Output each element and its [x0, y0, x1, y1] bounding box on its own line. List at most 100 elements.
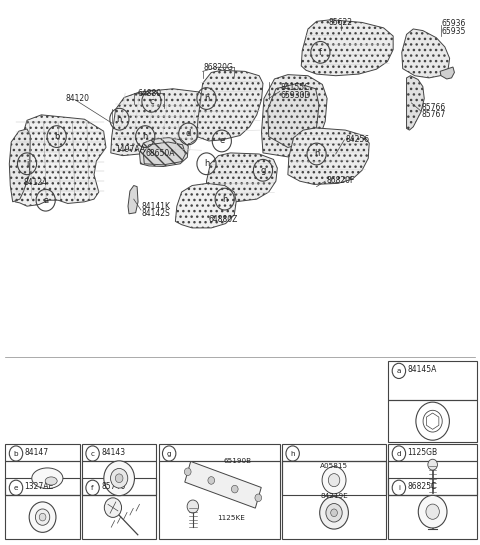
Text: 84124: 84124 — [23, 178, 47, 187]
Text: h: h — [222, 195, 228, 204]
Text: g: g — [167, 451, 171, 457]
Polygon shape — [262, 75, 327, 158]
Polygon shape — [140, 138, 188, 166]
Circle shape — [208, 477, 215, 485]
Polygon shape — [197, 70, 263, 141]
Polygon shape — [288, 128, 369, 184]
Ellipse shape — [45, 477, 57, 485]
Text: 68650A: 68650A — [145, 149, 175, 159]
Text: h: h — [117, 114, 122, 124]
Text: e: e — [14, 485, 18, 490]
Text: e: e — [219, 136, 225, 146]
Polygon shape — [407, 76, 424, 130]
Text: b: b — [54, 132, 60, 141]
Text: d: d — [186, 129, 191, 138]
Text: h: h — [204, 159, 209, 168]
Bar — [5, 495, 80, 539]
Circle shape — [104, 461, 134, 495]
Circle shape — [426, 504, 439, 519]
Text: d: d — [396, 451, 401, 457]
Circle shape — [231, 485, 238, 493]
Text: f: f — [319, 48, 322, 57]
Bar — [282, 444, 386, 461]
Polygon shape — [185, 462, 261, 508]
Polygon shape — [111, 89, 206, 156]
Circle shape — [115, 474, 123, 483]
Bar — [5, 478, 80, 495]
Polygon shape — [9, 129, 30, 202]
Text: g: g — [260, 166, 265, 175]
Bar — [388, 478, 477, 495]
Polygon shape — [268, 83, 319, 148]
Circle shape — [428, 459, 437, 470]
Text: A05815: A05815 — [320, 463, 348, 469]
Text: 84142S: 84142S — [142, 209, 170, 219]
Text: a: a — [396, 368, 401, 374]
Bar — [82, 444, 156, 461]
Text: a: a — [43, 196, 48, 205]
Circle shape — [328, 474, 340, 487]
Circle shape — [36, 509, 50, 525]
Text: 84219E: 84219E — [320, 493, 348, 499]
Text: f: f — [91, 485, 94, 490]
Text: 65935: 65935 — [441, 27, 466, 35]
Text: 84120: 84120 — [65, 94, 89, 103]
Text: 65930D: 65930D — [281, 91, 311, 100]
Ellipse shape — [32, 468, 63, 488]
Text: i: i — [398, 485, 400, 490]
Text: 85622: 85622 — [328, 18, 352, 27]
Text: i: i — [26, 159, 28, 168]
Circle shape — [104, 498, 121, 517]
Circle shape — [320, 496, 348, 529]
Bar — [388, 444, 477, 461]
Bar — [282, 461, 386, 539]
Polygon shape — [440, 67, 455, 79]
Text: 85767: 85767 — [422, 110, 446, 119]
Polygon shape — [301, 20, 393, 76]
Circle shape — [39, 513, 46, 521]
Text: 84145A: 84145A — [408, 365, 437, 374]
Bar — [82, 495, 156, 539]
Text: 85746: 85746 — [101, 482, 125, 491]
Text: 84141K: 84141K — [142, 202, 171, 211]
Text: 1327AE: 1327AE — [24, 482, 54, 491]
Text: 86820F: 86820F — [326, 175, 355, 185]
Circle shape — [418, 495, 447, 528]
Bar — [282, 461, 386, 495]
Text: 84147: 84147 — [24, 448, 49, 457]
Text: c: c — [91, 451, 95, 457]
Polygon shape — [144, 142, 185, 165]
Polygon shape — [175, 183, 236, 228]
Text: 84155C: 84155C — [281, 83, 310, 92]
Text: h: h — [314, 149, 319, 159]
Circle shape — [29, 502, 56, 532]
Circle shape — [187, 500, 199, 513]
Text: 86825C: 86825C — [408, 482, 437, 491]
Text: h: h — [143, 132, 148, 141]
Bar — [388, 461, 477, 495]
Circle shape — [331, 509, 337, 517]
Text: 1125GB: 1125GB — [408, 448, 438, 457]
Text: h: h — [204, 94, 209, 103]
Bar — [158, 444, 280, 461]
Bar — [5, 444, 80, 461]
Text: b: b — [14, 451, 18, 457]
Circle shape — [184, 468, 191, 476]
Bar — [82, 461, 156, 495]
Circle shape — [322, 467, 346, 494]
Polygon shape — [12, 115, 106, 206]
Text: c: c — [149, 97, 154, 106]
Text: 64880Z: 64880Z — [209, 215, 238, 224]
Text: 84256: 84256 — [345, 135, 370, 144]
Bar — [82, 478, 156, 495]
Polygon shape — [128, 185, 138, 214]
Text: 85766: 85766 — [422, 103, 446, 112]
Text: 65190B: 65190B — [223, 458, 252, 464]
Polygon shape — [206, 153, 277, 202]
Polygon shape — [402, 29, 450, 78]
Text: 84143: 84143 — [101, 448, 125, 457]
Bar — [158, 461, 280, 539]
Text: 65936: 65936 — [441, 19, 466, 28]
Circle shape — [326, 504, 342, 522]
Text: 1497AA: 1497AA — [116, 144, 146, 154]
